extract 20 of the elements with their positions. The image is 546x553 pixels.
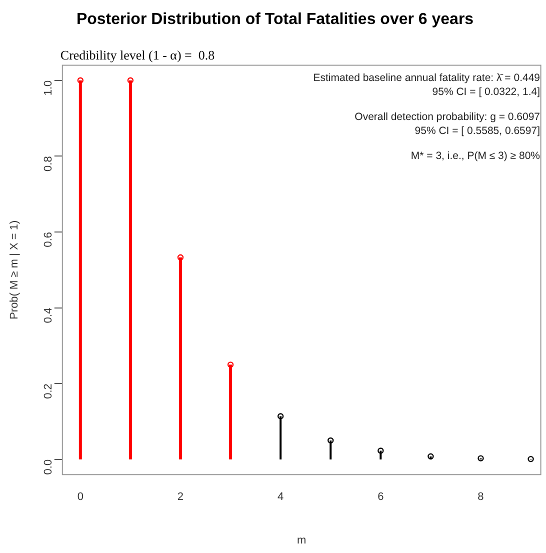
x-tick-label: 4 [278, 491, 284, 504]
annotation: M* = 3, i.e., P(M ≤ 3) ≥ 80% [410, 150, 540, 162]
annotation: 95% CI = [ 0.0322, 1.4] [432, 86, 540, 98]
chart-title: Posterior Distribution of Total Fatalities over 6 years [76, 11, 474, 28]
text: Credibility level (1 - α) = 0.8 [60, 48, 215, 63]
x-tick-label: 2 [177, 491, 184, 504]
x-axis-title: m [297, 534, 306, 546]
annotation: Estimated baseline annual fatality rate: λ̄ = 0.449 [313, 72, 540, 84]
y-axis-title: Prob( M ≥ m | X = 1) [8, 220, 21, 320]
x-tick-label: 6 [378, 491, 384, 504]
y-tick-label: 0.8 [42, 156, 54, 172]
x-tick-label: 0 [77, 491, 84, 504]
y-tick-label: 1.0 [42, 80, 54, 96]
y-tick-label: 0.2 [42, 384, 54, 399]
annotation: 95% CI = [ 0.5585, 0.6597] [414, 125, 540, 138]
y-tick-label: 0.0 [42, 459, 54, 475]
y-tick-label: 0.4 [42, 308, 54, 324]
annotation: Overall detection probability: g = 0.6097 [354, 111, 540, 124]
x-tick-label: 8 [478, 491, 484, 504]
y-tick-label: 0.6 [42, 232, 54, 248]
